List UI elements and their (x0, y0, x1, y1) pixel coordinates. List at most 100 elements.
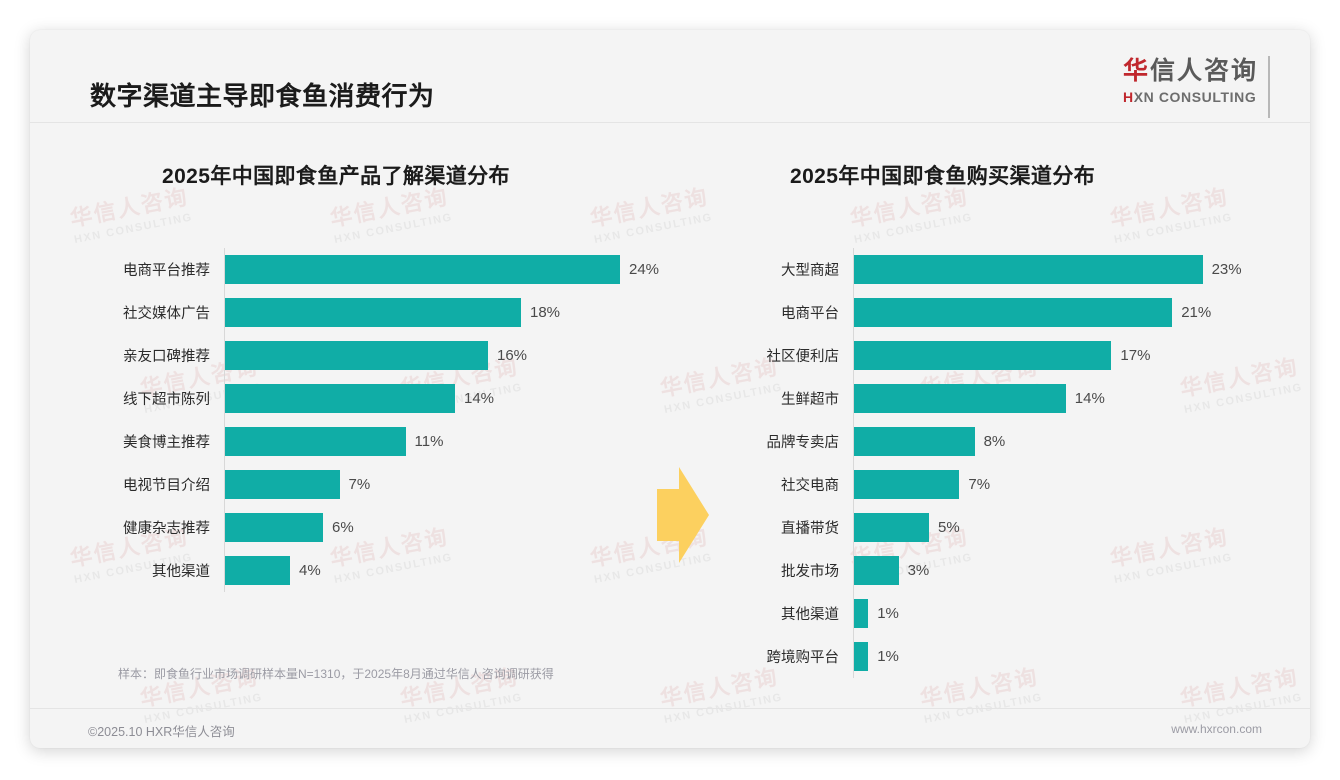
chart-bar-row: 其他渠道 1% (730, 592, 1270, 635)
brand-logo-cn: 华信人咨询 (1123, 56, 1258, 86)
bar-track: 7% (224, 470, 660, 499)
footer-copyright: ©2025.10 HXR华信人咨询 (88, 725, 235, 739)
bar-segment (224, 470, 340, 499)
bar-track: 1% (853, 599, 1270, 628)
brand-logo: 华信人咨询 HXN CONSULTING (1123, 56, 1270, 118)
bar-category-label: 线下超市陈列 (123, 392, 210, 408)
bar-segment (853, 642, 869, 671)
bar-value-label: 21% (1181, 304, 1212, 321)
bar-value-label: 24% (629, 261, 660, 278)
bar-track: 14% (224, 384, 660, 413)
chart-bar-row: 电商平台 21% (730, 291, 1270, 334)
chart-panel-purchase: 2025年中国即食鱼购买渠道分布 大型商超 23% 电商平台 21% 社区便利店 17% 生… (730, 160, 1270, 678)
bar-segment (853, 556, 899, 585)
chart-bar-row: 批发市场 3% (730, 549, 1270, 592)
brand-logo-cn-rest: 信人咨询 (1149, 57, 1258, 85)
bar-category-label: 跨境购平台 (766, 650, 840, 666)
bar-track: 7% (853, 470, 1270, 499)
bar-category-label: 健康杂志推荐 (123, 521, 210, 537)
chart-bar-row: 社交媒体广告 18% (100, 291, 660, 334)
bar-segment (224, 556, 290, 585)
bar-segment (224, 298, 521, 327)
bar-category-label: 直播带货 (781, 521, 839, 537)
bar-segment (853, 427, 975, 456)
footer-website: www.hxrcon.com (1171, 722, 1262, 736)
bar-category-label: 电商平台 (781, 306, 839, 322)
bar-segment (224, 255, 620, 284)
bar-value-label: 16% (497, 347, 528, 364)
chart-bar-row: 生鲜超市 14% (730, 377, 1270, 420)
bar-category-label: 电视节目介绍 (123, 478, 210, 494)
bar-category-label: 生鲜超市 (781, 392, 839, 408)
bar-value-label: 17% (1120, 347, 1151, 364)
chart-axis-line (853, 248, 854, 678)
bar-chart-awareness: 电商平台推荐 24% 社交媒体广告 18% 亲友口碑推荐 16% 线下超市陈列 14% 美食博主… (100, 248, 660, 592)
chart-bar-row: 社交电商 7% (730, 463, 1270, 506)
bar-segment (224, 513, 323, 542)
bar-track: 5% (853, 513, 1270, 542)
brand-logo-en-rest: XN CONSULTING (1133, 89, 1257, 105)
chart-bar-row: 线下超市陈列 14% (100, 377, 660, 420)
chart-bar-row: 美食博主推荐 11% (100, 420, 660, 463)
bar-segment (853, 470, 960, 499)
chart-title-purchase: 2025年中国即食鱼购买渠道分布 (790, 165, 1096, 188)
chart-bar-row: 其他渠道 4% (100, 549, 660, 592)
bar-category-label: 大型商超 (781, 263, 839, 279)
bar-value-label: 18% (530, 304, 561, 321)
bar-chart-purchase: 大型商超 23% 电商平台 21% 社区便利店 17% 生鲜超市 14% 品牌专卖店 8% 社交电商… (730, 248, 1270, 678)
chart-panel-awareness: 2025年中国即食鱼产品了解渠道分布 电商平台推荐 24% 社交媒体广告 18% 亲友口… (100, 160, 660, 592)
bar-category-label: 美食博主推荐 (123, 435, 210, 451)
page-title: 数字渠道主导即食鱼消费行为 (90, 81, 435, 111)
bar-track: 18% (224, 298, 660, 327)
bar-value-label: 11% (414, 433, 444, 450)
bar-track: 3% (853, 556, 1270, 585)
bar-track: 23% (853, 255, 1270, 284)
bar-value-label: 6% (332, 519, 354, 536)
bar-value-label: 1% (877, 648, 899, 665)
chart-axis-line (224, 248, 225, 592)
chart-bar-row: 健康杂志推荐 6% (100, 506, 660, 549)
bar-category-label: 批发市场 (781, 564, 839, 580)
chart-footnote: 样本：即食鱼行业市场调研样本量N=1310，于2025年8月通过华信人咨询调研获… (118, 667, 554, 681)
bar-category-label: 其他渠道 (152, 564, 210, 580)
bar-value-label: 7% (348, 476, 371, 493)
bar-track: 14% (853, 384, 1270, 413)
bar-track: 4% (224, 556, 660, 585)
bar-category-label: 品牌专卖店 (766, 435, 840, 451)
brand-logo-en: HXN CONSULTING (1123, 89, 1258, 105)
bar-value-label: 4% (299, 562, 321, 579)
bar-value-label: 14% (1074, 390, 1105, 407)
bar-track: 17% (853, 341, 1270, 370)
chart-bar-row: 亲友口碑推荐 16% (100, 334, 660, 377)
bar-value-label: 8% (983, 433, 1006, 450)
brand-logo-en-first: H (1122, 89, 1134, 105)
chart-bar-row: 社区便利店 17% (730, 334, 1270, 377)
chart-title-awareness: 2025年中国即食鱼产品了解渠道分布 (162, 165, 510, 188)
slide-header: 数字渠道主导即食鱼消费行为 华信人咨询 HXN CONSULTING (30, 30, 1310, 123)
bar-value-label: 7% (968, 476, 991, 493)
chart-bar-row: 大型商超 23% (730, 248, 1270, 291)
bar-category-label: 社区便利店 (766, 349, 840, 365)
slide-footer: ©2025.10 HXR华信人咨询 www.hxrcon.com (30, 708, 1310, 748)
chart-bar-row: 电视节目介绍 7% (100, 463, 660, 506)
bar-segment (224, 427, 406, 456)
bar-segment (853, 599, 869, 628)
bar-segment (853, 341, 1112, 370)
chart-bar-row: 电商平台推荐 24% (100, 248, 660, 291)
bar-track: 24% (224, 255, 660, 284)
bar-track: 16% (224, 341, 660, 370)
bar-value-label: 5% (938, 519, 960, 536)
bar-category-label: 亲友口碑推荐 (123, 349, 210, 365)
chart-bar-row: 直播带货 5% (730, 506, 1270, 549)
bar-category-label: 其他渠道 (781, 607, 839, 623)
bar-segment (224, 341, 488, 370)
bar-segment (853, 513, 929, 542)
bar-value-label: 3% (907, 562, 930, 579)
bar-track: 21% (853, 298, 1270, 327)
bar-segment (853, 255, 1203, 284)
brand-logo-cn-first: 华 (1122, 57, 1150, 85)
slide-card: 华信人咨询 HXN CONSULTING 华信人咨询 HXN CONSULTING 华信… (30, 30, 1310, 748)
bar-track: 8% (853, 427, 1270, 456)
bar-category-label: 社交媒体广告 (123, 306, 210, 322)
bar-segment (853, 384, 1066, 413)
